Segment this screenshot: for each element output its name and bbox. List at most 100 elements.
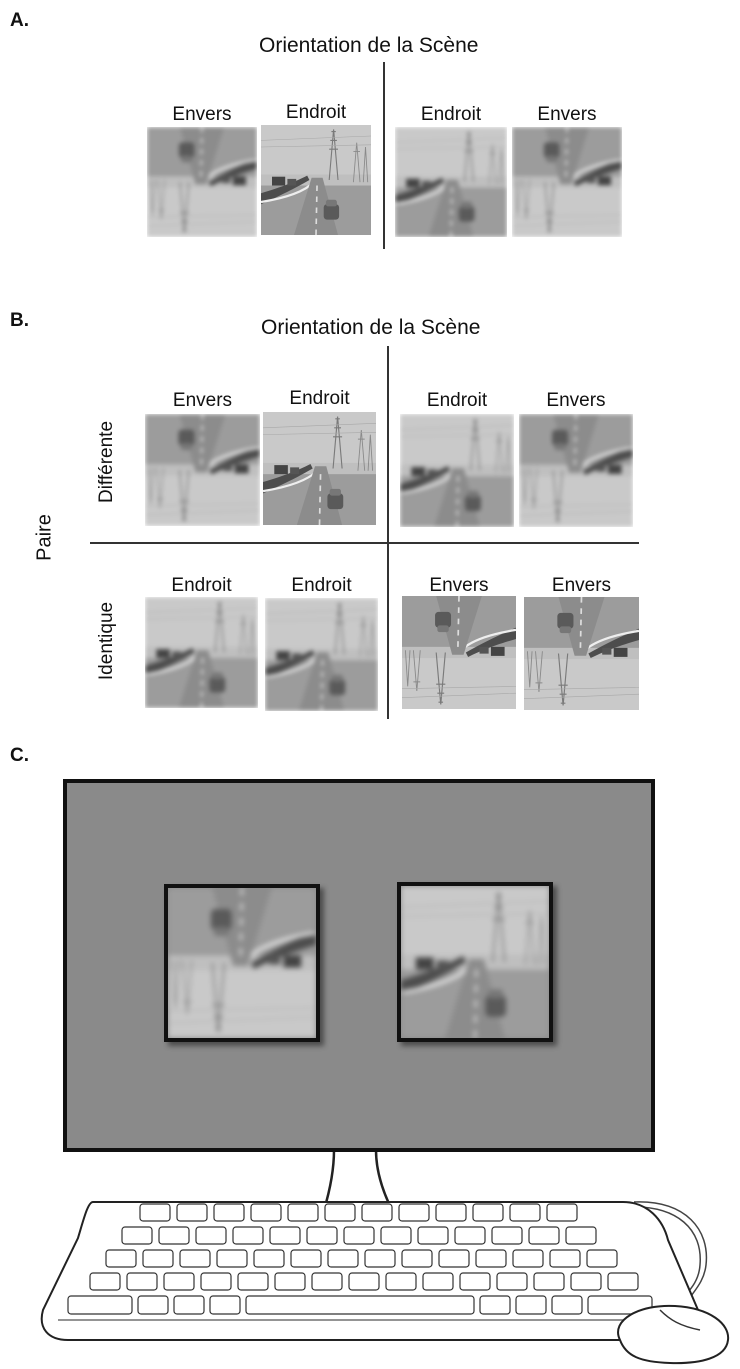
keyboard-key — [250, 1203, 282, 1222]
keyboard-key — [459, 1272, 491, 1291]
panel-a-image-upright-2 — [395, 127, 507, 237]
panel-b-top-label-2: Endroit — [289, 388, 350, 409]
panel-b-horizontal-divider — [90, 542, 639, 544]
keyboard-key — [549, 1249, 581, 1268]
keyboard-key — [179, 1249, 211, 1268]
keyboard-key — [479, 1295, 511, 1315]
keyboard-key — [274, 1272, 306, 1291]
keyboard-key — [417, 1226, 449, 1245]
panel-b-bottom-label-2: Endroit — [291, 575, 352, 596]
keyboard-key — [245, 1295, 475, 1315]
keyboard-key — [142, 1249, 174, 1268]
keyboard-key — [232, 1226, 264, 1245]
keyboard-key — [385, 1272, 417, 1291]
keyboard-key — [269, 1226, 301, 1245]
keyboard-key — [509, 1203, 541, 1222]
panel-b-image-bottom-1 — [145, 597, 258, 708]
panel-a-label-2: Endroit — [285, 102, 347, 123]
keyboard-key — [173, 1295, 205, 1315]
panel-b-bottom-label-1: Endroit — [171, 575, 232, 596]
keyboard-key — [422, 1272, 454, 1291]
panel-b-letter: B. — [10, 310, 29, 331]
panel-a-letter: A. — [10, 10, 29, 31]
keyboard-key — [67, 1295, 133, 1315]
monitor-screen — [63, 779, 655, 1152]
keyboard-key — [324, 1203, 356, 1222]
panel-a-title: Orientation de la Scène — [259, 34, 479, 57]
keyboard-key — [491, 1226, 523, 1245]
keyboard-key — [89, 1272, 121, 1291]
panel-b-image-bottom-2 — [265, 598, 378, 711]
keyboard-key — [472, 1203, 504, 1222]
keyboard-key — [216, 1249, 248, 1268]
keyboard-key — [176, 1203, 208, 1222]
panel-b-row-label-identical: Identique — [96, 601, 117, 681]
keyboard-key — [546, 1203, 578, 1222]
keyboard-key — [454, 1226, 486, 1245]
panel-a-image-upright-1 — [261, 125, 371, 235]
panel-b-image-top-2 — [263, 412, 376, 525]
keyboard-key — [237, 1272, 269, 1291]
keyboard-key — [438, 1249, 470, 1268]
panel-b-bottom-label-4: Envers — [551, 575, 612, 596]
keyboard-key — [586, 1249, 618, 1268]
panel-b-row-axis-label: Paire — [33, 514, 56, 561]
panel-a-label-4: Envers — [537, 104, 597, 125]
keyboard-key — [105, 1249, 137, 1268]
keyboard-key — [364, 1249, 396, 1268]
panel-a-label-1: Envers — [172, 104, 232, 125]
keyboard-key — [475, 1249, 507, 1268]
keyboard-key — [570, 1272, 602, 1291]
panel-b-image-top-4 — [519, 414, 633, 527]
keyboard-key — [163, 1272, 195, 1291]
panel-b-image-bottom-3 — [402, 596, 516, 709]
panel-b-row-label-different: Différente — [96, 420, 117, 504]
keyboard-key — [380, 1226, 412, 1245]
keyboard-key — [126, 1272, 158, 1291]
panel-b-top-label-1: Envers — [172, 390, 233, 411]
keyboard-key — [200, 1272, 232, 1291]
keyboard-icon — [40, 1201, 715, 1343]
keyboard-key — [253, 1249, 285, 1268]
panel-b-top-label-4: Envers — [546, 390, 606, 411]
panel-a-label-3: Endroit — [420, 104, 482, 125]
keyboard-key — [435, 1203, 467, 1222]
keyboard-key — [496, 1272, 528, 1291]
panel-b-bottom-label-3: Envers — [429, 575, 489, 596]
keyboard-key — [587, 1295, 653, 1315]
keyboard-key — [361, 1203, 393, 1222]
panel-c-letter: C. — [10, 745, 29, 766]
panel-b-image-top-1 — [145, 414, 260, 526]
keyboard-key — [533, 1272, 565, 1291]
panel-b-image-bottom-4 — [524, 597, 639, 710]
keyboard-key — [121, 1226, 153, 1245]
keyboard-key — [137, 1295, 169, 1315]
keyboard-key — [287, 1203, 319, 1222]
keyboard-key — [209, 1295, 241, 1315]
keyboard-key — [528, 1226, 560, 1245]
keyboard-key — [290, 1249, 322, 1268]
keyboard-key — [515, 1295, 547, 1315]
panel-b-title: Orientation de la Scène — [261, 316, 481, 339]
keyboard-key — [565, 1226, 597, 1245]
keyboard-key — [195, 1226, 227, 1245]
keyboard-key — [343, 1226, 375, 1245]
keyboard-key — [213, 1203, 245, 1222]
keyboard-key — [348, 1272, 380, 1291]
panel-a-image-inverted-1 — [147, 127, 257, 237]
mouse-icon — [617, 1304, 730, 1365]
panel-b-top-label-3: Endroit — [426, 390, 488, 411]
panel-b-image-top-3 — [400, 414, 514, 527]
keyboard-key — [607, 1272, 639, 1291]
screen-image-left — [164, 884, 320, 1042]
keyboard-key — [512, 1249, 544, 1268]
screen-image-right — [397, 882, 553, 1042]
keyboard-key — [306, 1226, 338, 1245]
keyboard-key — [311, 1272, 343, 1291]
keyboard-key — [401, 1249, 433, 1268]
keyboard-key — [398, 1203, 430, 1222]
keyboard-key — [158, 1226, 190, 1245]
panel-a-divider — [383, 62, 385, 249]
keyboard-key — [551, 1295, 583, 1315]
panel-a-image-inverted-2 — [512, 127, 622, 237]
